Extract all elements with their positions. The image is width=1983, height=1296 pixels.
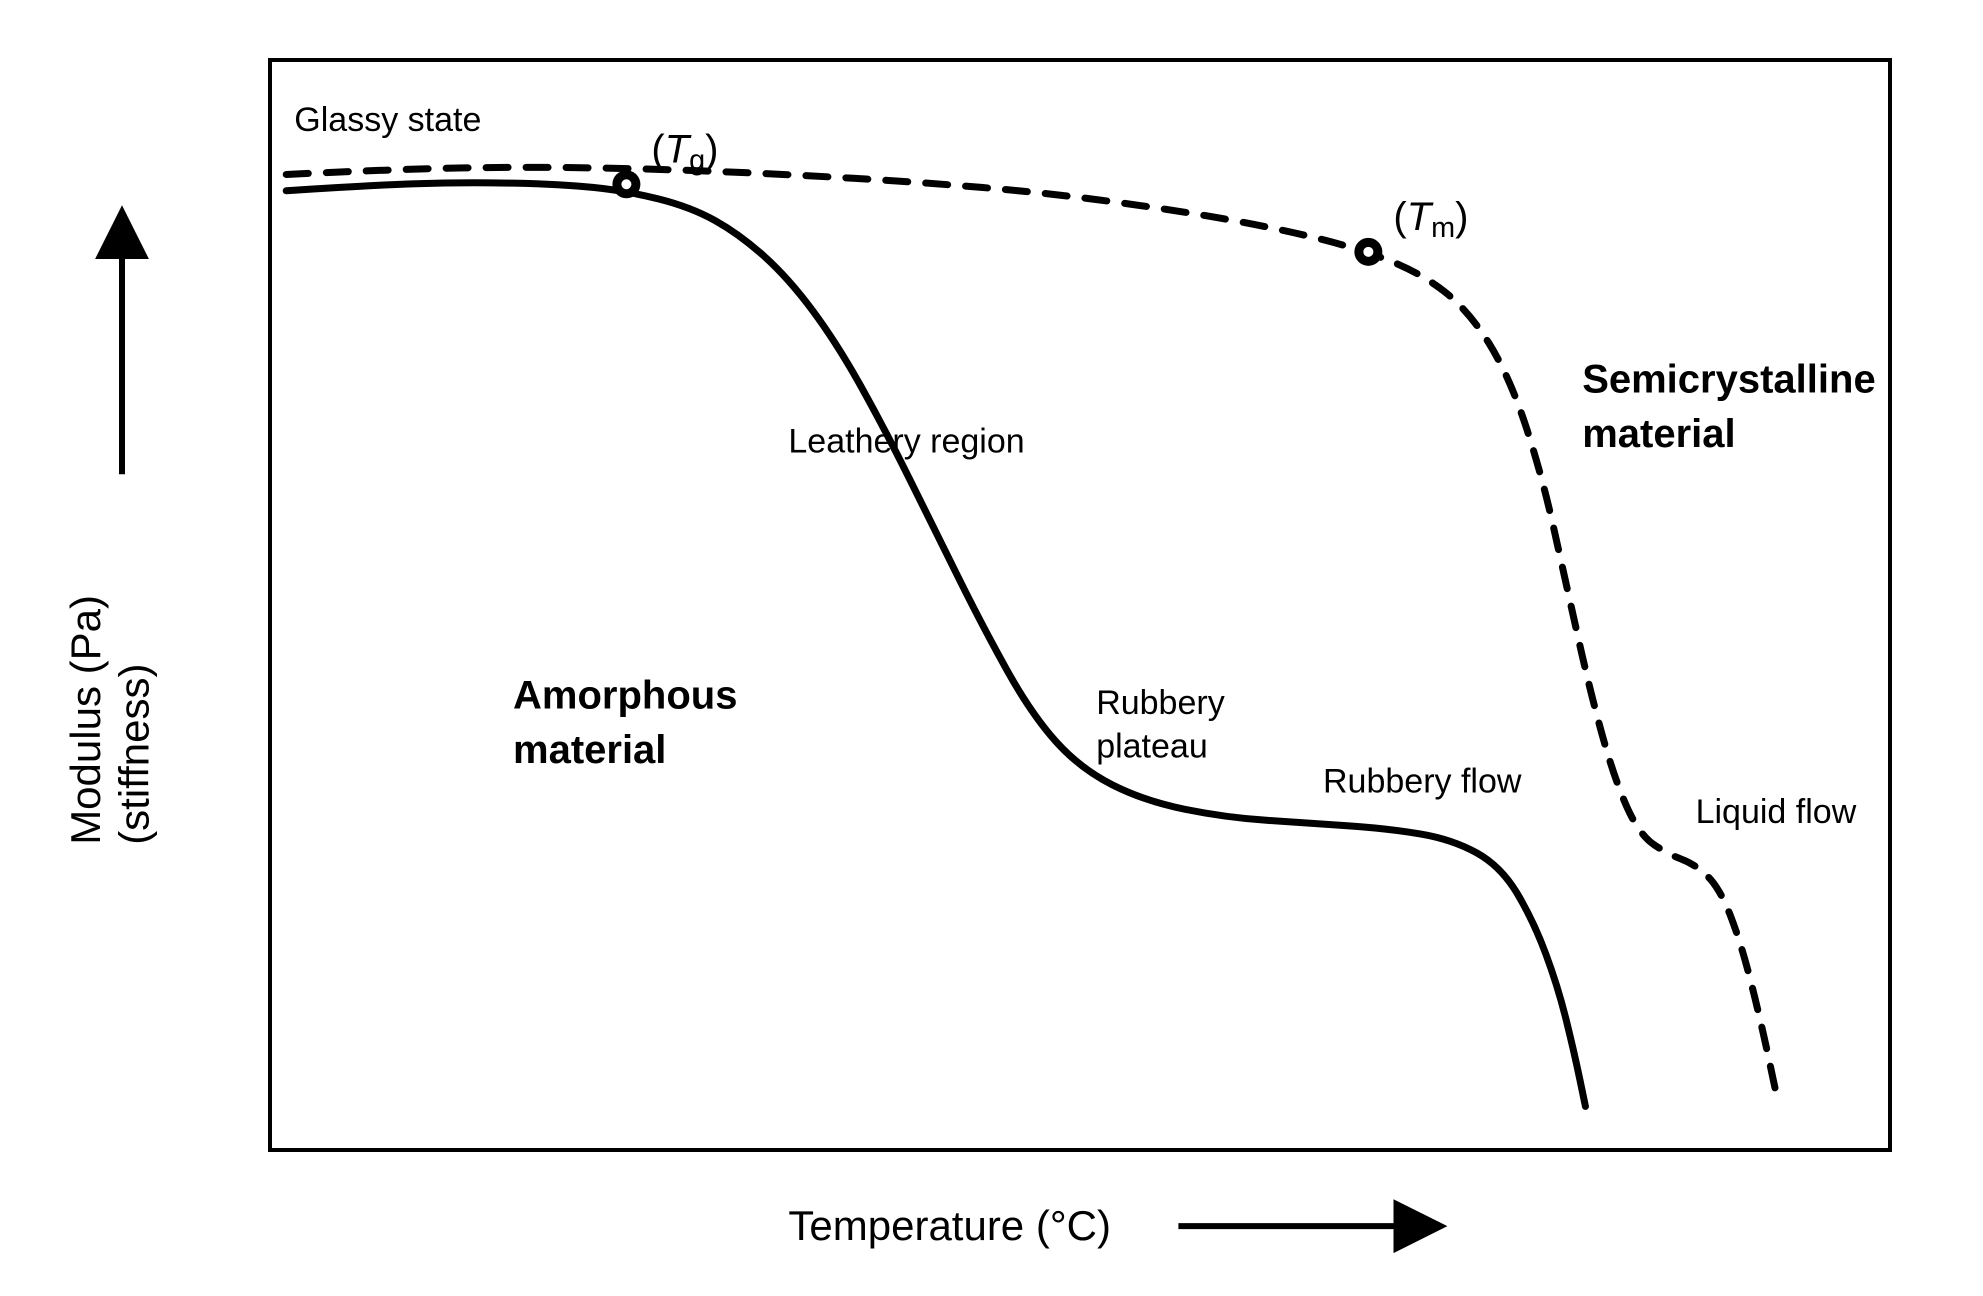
label-glassy: Glassy state — [294, 101, 481, 139]
label-tm: (Tm) — [1393, 195, 1468, 244]
label-tg: (Tg) — [651, 127, 718, 176]
x-axis-label: Temperature (°C) — [788, 1202, 1111, 1249]
figure-container: (Tg) (Tm) Glassy state Leathery region Rubbe… — [0, 0, 1983, 1296]
marker-tg — [612, 170, 640, 198]
label-semi_l1: Semicrystalline — [1582, 357, 1876, 401]
label-leathery: Leathery region — [788, 422, 1024, 460]
label-rubbery_flow: Rubbery flow — [1323, 762, 1522, 800]
plot-frame — [270, 60, 1890, 1150]
label-amorphous_l1: Amorphous — [513, 674, 737, 718]
marker-tm — [1354, 238, 1382, 266]
label-rubbery_plateau_l2: plateau — [1096, 728, 1208, 766]
label-rubbery_plateau_l1: Rubbery — [1096, 684, 1225, 722]
y-axis-label-line2: (stiffness) — [110, 664, 157, 845]
label-liquid_flow: Liquid flow — [1696, 793, 1857, 831]
label-amorphous_l2: material — [513, 728, 666, 772]
label-semi_l2: material — [1582, 412, 1735, 456]
y-axis-label-line1: Modulus (Pa) — [62, 595, 109, 845]
y-axis-label-group: Modulus (Pa)(stiffness) — [62, 595, 157, 845]
chart-svg: (Tg) (Tm) Glassy state Leathery region Rubbe… — [0, 0, 1983, 1296]
